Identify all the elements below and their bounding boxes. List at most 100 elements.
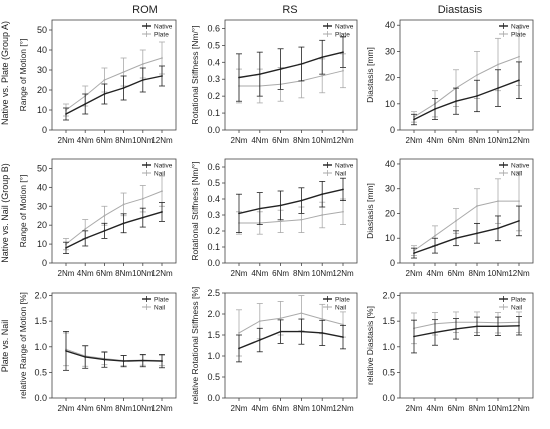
y-tick-label: 2.0 bbox=[207, 309, 220, 319]
x-tick-label: 2Nm bbox=[231, 269, 248, 278]
x-tick-label: 10Nm bbox=[312, 136, 334, 145]
x-tick-label: 10Nm bbox=[312, 404, 334, 413]
data-point bbox=[84, 356, 87, 358]
x-tick-label: 10Nm bbox=[487, 404, 509, 413]
x-tick-label: 4Nm bbox=[251, 136, 268, 145]
series-line bbox=[238, 188, 344, 215]
y-tick-label: 0.0 bbox=[34, 393, 47, 403]
series-plate bbox=[411, 316, 522, 354]
series-plate bbox=[63, 331, 165, 371]
legend-label: Native bbox=[335, 163, 354, 170]
y-tick-label: 0 bbox=[390, 258, 395, 268]
y-tick-label: 0 bbox=[390, 125, 395, 135]
x-tick-label: 6Nm bbox=[272, 269, 289, 278]
y-axis-label: Rotational Stiffness [Nm/°] bbox=[190, 161, 200, 260]
data-point bbox=[238, 76, 240, 79]
x-tick-label: 12Nm bbox=[332, 404, 354, 413]
x-tick-label: 8Nm bbox=[469, 136, 486, 145]
x-tick-label: 8Nm bbox=[115, 404, 132, 413]
axes-frame bbox=[399, 19, 534, 131]
data-point bbox=[122, 71, 125, 73]
legend-label: Native bbox=[335, 24, 354, 31]
data-point bbox=[103, 229, 106, 232]
series-nail bbox=[63, 175, 165, 251]
y-tick-label: 40 bbox=[385, 20, 395, 30]
y-tick-label: 0.0 bbox=[207, 393, 220, 403]
y-tick-label: 0.5 bbox=[207, 40, 220, 50]
x-tick-label: 10Nm bbox=[487, 136, 509, 145]
data-point bbox=[258, 207, 261, 210]
data-point bbox=[518, 200, 520, 202]
data-point bbox=[161, 360, 163, 363]
y-tick-label: 10 bbox=[385, 99, 395, 109]
data-point bbox=[518, 324, 520, 327]
axes-frame bbox=[224, 158, 358, 264]
x-tick-label: 4Nm bbox=[77, 136, 94, 145]
series-nail bbox=[236, 295, 346, 357]
data-point bbox=[103, 358, 106, 361]
data-point bbox=[321, 193, 324, 196]
axes-frame bbox=[51, 19, 177, 131]
data-point bbox=[497, 87, 499, 89]
x-tick-label: 12Nm bbox=[151, 269, 173, 278]
data-point bbox=[321, 332, 324, 334]
x-tick-label: 2Nm bbox=[58, 269, 75, 278]
data-point bbox=[84, 228, 87, 230]
x-tick-label: 4Nm bbox=[251, 269, 268, 278]
x-tick-label: 12Nm bbox=[508, 136, 530, 145]
y-tick-label: 0.1 bbox=[207, 108, 220, 118]
legend-label: Plate bbox=[154, 32, 169, 39]
data-point bbox=[141, 63, 144, 65]
data-point bbox=[122, 203, 125, 206]
data-point bbox=[258, 339, 261, 341]
series-line bbox=[65, 211, 163, 249]
x-tick-label: 12Nm bbox=[332, 136, 354, 145]
data-point bbox=[476, 95, 478, 97]
y-axis-label: relative Rotational Stiffness [%] bbox=[190, 287, 200, 405]
data-point bbox=[413, 118, 415, 121]
data-point bbox=[161, 75, 163, 77]
data-point bbox=[455, 100, 457, 103]
y-tick-label: 30 bbox=[37, 65, 47, 75]
data-point bbox=[161, 211, 163, 213]
y-tick-label: 20 bbox=[385, 73, 395, 83]
x-tick-label: 8Nm bbox=[293, 136, 310, 145]
legend-label: Nail bbox=[335, 305, 347, 312]
y-tick-label: 0.6 bbox=[207, 23, 220, 33]
x-tick-label: 8Nm bbox=[293, 269, 310, 278]
series-line bbox=[413, 321, 520, 329]
x-tick-label: 6Nm bbox=[96, 404, 113, 413]
y-tick-label: 0.1 bbox=[207, 242, 220, 252]
data-point bbox=[497, 325, 499, 328]
series-plate bbox=[236, 318, 346, 363]
y-tick-label: 10 bbox=[37, 105, 47, 115]
panel-r1-c1: 0.0 0.1 0.2 0.3 0.4 0.5 0.6 2Nm 4Nm 6Nm 8Nm 10Nm 12N… bbox=[190, 158, 358, 278]
y-axis-label: Diastasis [mm] bbox=[365, 47, 375, 103]
y-tick-label: 0 bbox=[42, 125, 47, 135]
data-point bbox=[300, 218, 303, 221]
x-tick-label: 2Nm bbox=[231, 136, 248, 145]
x-tick-label: 6Nm bbox=[272, 136, 289, 145]
y-tick-label: 2.0 bbox=[382, 291, 395, 301]
y-tick-label: 50 bbox=[37, 163, 47, 173]
series-line bbox=[238, 330, 344, 350]
y-tick-label: 2.0 bbox=[34, 291, 47, 301]
y-tick-label: 0.5 bbox=[382, 367, 395, 377]
y-tick-label: 10 bbox=[37, 239, 47, 249]
data-point bbox=[413, 252, 415, 254]
legend-label: Native bbox=[511, 163, 530, 170]
x-tick-label: 2Nm bbox=[406, 136, 423, 145]
y-tick-label: 30 bbox=[385, 46, 395, 56]
x-tick-label: 6Nm bbox=[448, 404, 465, 413]
data-point bbox=[161, 57, 163, 59]
data-point bbox=[258, 320, 261, 323]
y-tick-label: 0.5 bbox=[34, 367, 47, 377]
column-title-diastasis: Diastasis bbox=[437, 4, 483, 16]
y-tick-label: 0.0 bbox=[207, 125, 220, 135]
legend-label: Plate bbox=[335, 32, 350, 39]
data-point bbox=[279, 204, 282, 207]
